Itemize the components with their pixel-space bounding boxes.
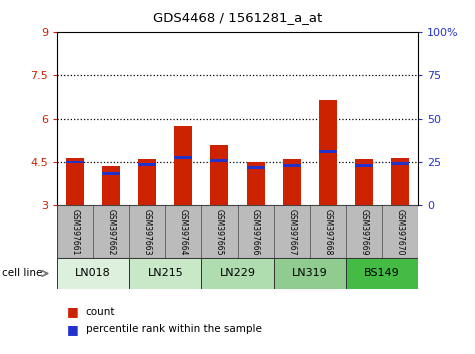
Text: GSM397664: GSM397664 <box>179 209 188 255</box>
Text: GSM397667: GSM397667 <box>287 209 296 255</box>
Text: GSM397669: GSM397669 <box>360 209 368 255</box>
Bar <box>210 159 228 162</box>
Bar <box>210 144 228 205</box>
Text: count: count <box>86 307 115 316</box>
Bar <box>319 100 337 205</box>
Text: LN018: LN018 <box>75 268 111 279</box>
Bar <box>138 164 156 166</box>
Bar <box>391 162 409 165</box>
Bar <box>355 164 373 167</box>
Bar <box>66 158 84 205</box>
Bar <box>247 166 265 169</box>
FancyBboxPatch shape <box>129 258 201 289</box>
Text: BS149: BS149 <box>364 268 400 279</box>
Text: ■: ■ <box>66 305 78 318</box>
Text: GDS4468 / 1561281_a_at: GDS4468 / 1561281_a_at <box>153 11 322 24</box>
Bar <box>247 162 265 205</box>
Text: cell line: cell line <box>2 268 43 279</box>
FancyBboxPatch shape <box>57 258 129 289</box>
Text: GSM397662: GSM397662 <box>107 209 115 255</box>
Text: GSM397668: GSM397668 <box>323 209 332 255</box>
Text: LN215: LN215 <box>147 268 183 279</box>
FancyBboxPatch shape <box>57 205 418 258</box>
Text: GSM397665: GSM397665 <box>215 209 224 255</box>
Bar <box>102 172 120 175</box>
FancyBboxPatch shape <box>274 258 346 289</box>
Bar <box>66 160 84 164</box>
FancyBboxPatch shape <box>346 258 418 289</box>
Bar <box>102 166 120 205</box>
Text: LN229: LN229 <box>219 268 256 279</box>
Text: GSM397670: GSM397670 <box>396 209 404 255</box>
Bar <box>391 158 409 205</box>
Text: percentile rank within the sample: percentile rank within the sample <box>86 324 261 334</box>
Text: GSM397666: GSM397666 <box>251 209 260 255</box>
Bar <box>283 159 301 205</box>
Bar <box>355 159 373 205</box>
Text: GSM397663: GSM397663 <box>143 209 152 255</box>
Text: GSM397661: GSM397661 <box>71 209 79 255</box>
Bar <box>319 150 337 153</box>
Bar <box>174 156 192 159</box>
Bar <box>283 164 301 167</box>
Bar <box>138 159 156 205</box>
Bar <box>174 126 192 205</box>
FancyBboxPatch shape <box>201 258 274 289</box>
Text: LN319: LN319 <box>292 268 328 279</box>
Text: ■: ■ <box>66 323 78 336</box>
